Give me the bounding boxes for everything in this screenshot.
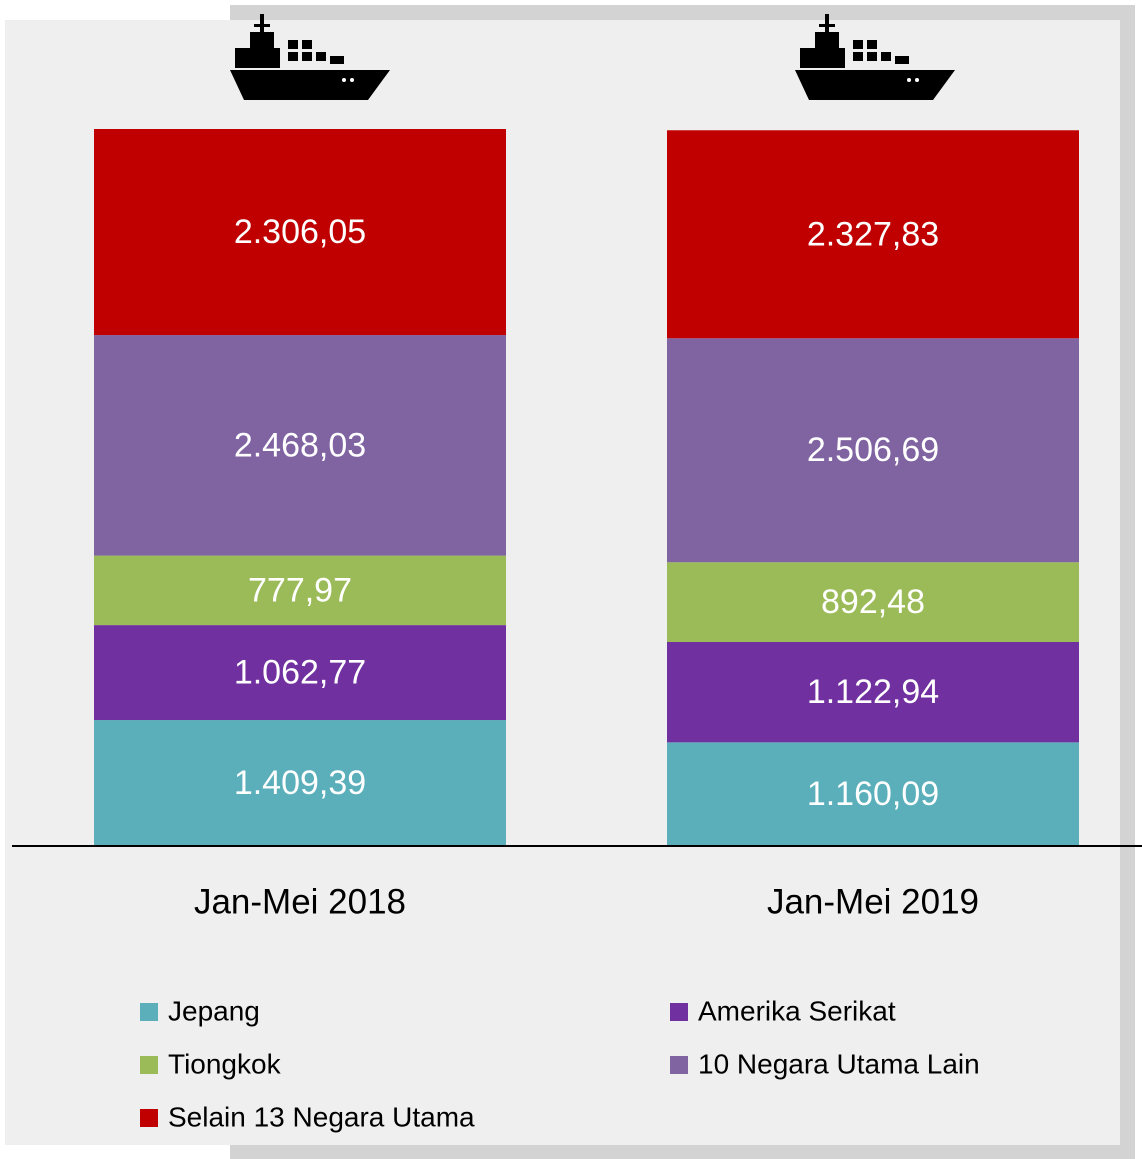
bar-segment [667,338,1079,563]
legend-swatch [140,1109,158,1127]
data-label: 2.506,69 [807,431,939,469]
bar-segment [94,335,506,556]
data-label: 2.306,05 [234,213,366,251]
legend-label: Tiongkok [168,1048,282,1079]
data-label: 892,48 [821,583,925,621]
legend-label: Jepang [168,995,260,1026]
bar-segment [667,562,1079,643]
bar-segment [667,742,1079,846]
data-label: 1.122,94 [807,673,939,711]
bar-segment [94,720,506,846]
legend-label: 10 Negara Utama Lain [698,1048,980,1079]
legend-swatch [670,1003,688,1021]
data-label: 2.468,03 [234,426,366,464]
legend-label: Selain 13 Negara Utama [168,1101,475,1132]
bar-segment [94,625,506,721]
bar-segment [667,130,1079,339]
bar-segment [667,642,1079,743]
data-label: 1.160,09 [807,775,939,813]
data-label: 777,97 [248,571,352,609]
legend-label: Amerika Serikat [698,995,896,1026]
legend-swatch [140,1056,158,1074]
legend-swatch [140,1003,158,1021]
bar-segment [94,129,506,336]
data-label: 1.062,77 [234,654,366,692]
data-label: 1.409,39 [234,764,366,802]
legend-swatch [670,1056,688,1074]
x-tick-label: Jan-Mei 2019 [767,882,979,921]
bar-segment [94,555,506,626]
x-tick-label: Jan-Mei 2018 [194,882,406,921]
data-label: 2.327,83 [807,215,939,253]
